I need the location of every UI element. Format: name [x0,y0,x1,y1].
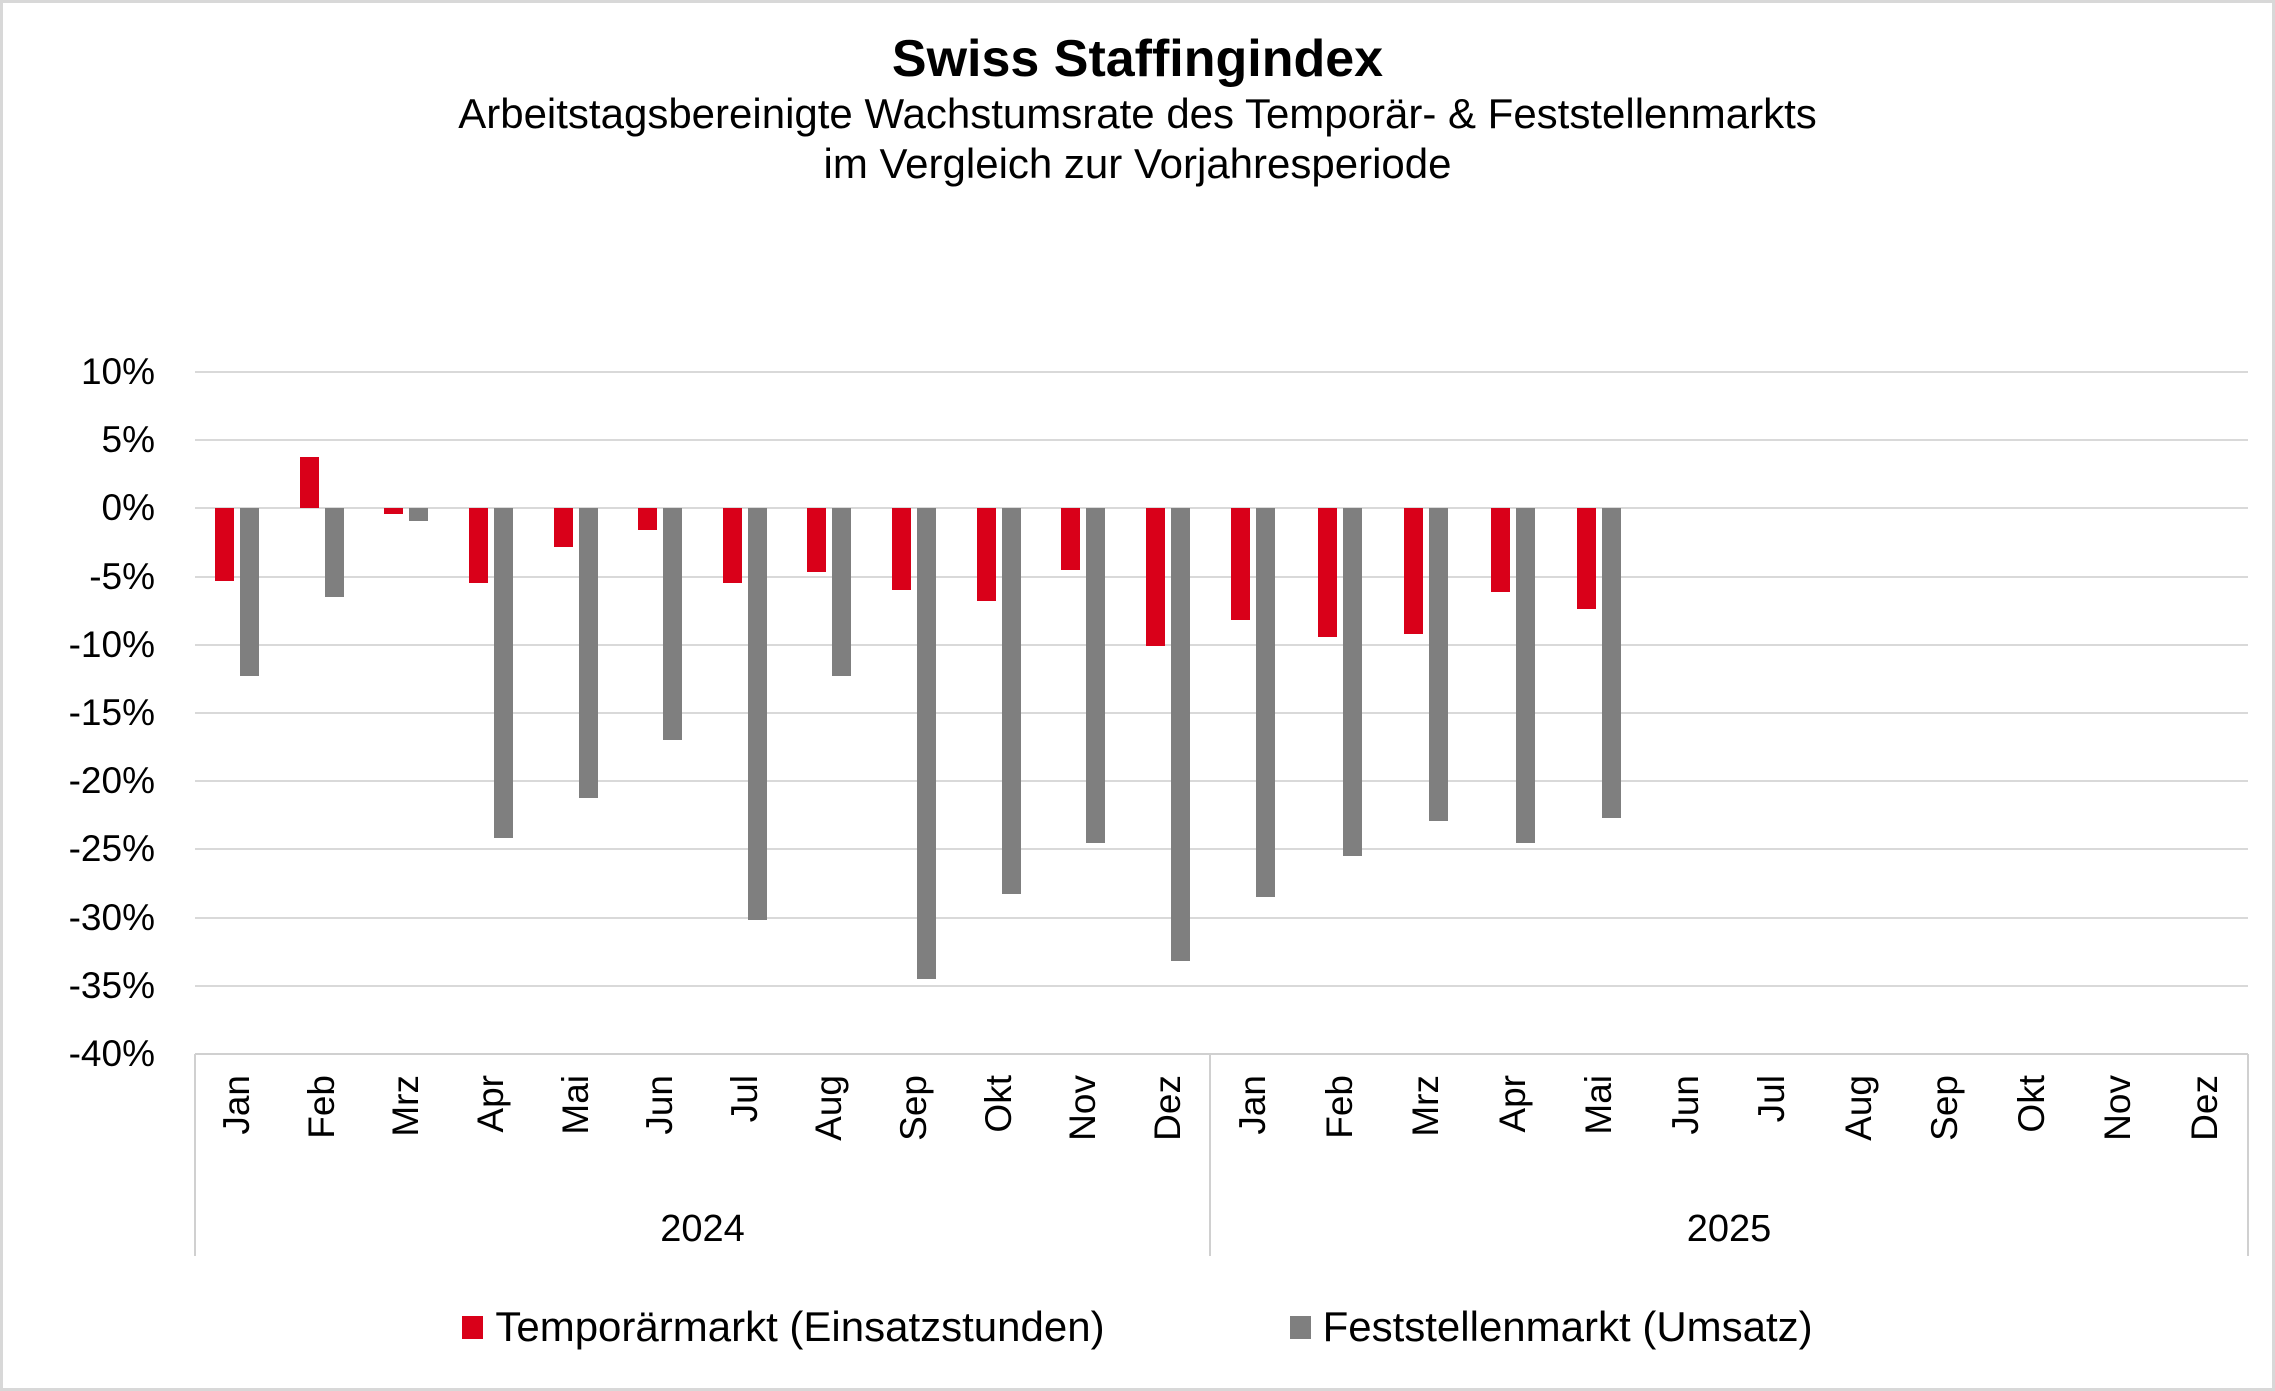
bar-temporaermarkt-2024-Aug [807,508,827,573]
bar-feststellenmarkt-2024-Mrz [409,508,429,521]
year-separator-2 [2247,1054,2249,1256]
bar-feststellenmarkt-2024-Mai [578,508,598,798]
bar-feststellenmarkt-2025-Feb [1342,508,1362,857]
legend-item-temporaermarkt: Temporärmarkt (Einsatzstunden) [462,1303,1105,1351]
gridline--20 [195,780,2248,783]
bar-temporaermarkt-2024-Dez [1145,508,1165,647]
gridline--35 [195,984,2248,987]
bar-feststellenmarkt-2024-Dez [1170,508,1190,962]
x-axis-label-2025-Mrz: Mrz [1405,1075,1447,1137]
y-axis-label--10: -10% [68,623,155,665]
bar-temporaermarkt-2024-Apr [469,508,489,584]
bar-feststellenmarkt-2025-Mai [1602,508,1622,819]
gridline--30 [195,916,2248,919]
bar-temporaermarkt-2024-Sep [891,508,911,591]
legend: Temporärmarkt (Einsatzstunden) Feststell… [3,1303,2272,1351]
year-separator-1 [1209,1054,1211,1256]
y-axis-label--5: -5% [89,555,155,597]
bar-temporaermarkt-2024-Feb [299,456,319,509]
legend-swatch-temporaermarkt [462,1315,484,1339]
gridline--15 [195,712,2248,714]
x-axis-label-2025-Dez: Dez [2183,1075,2225,1141]
x-axis-label-2025-Nov: Nov [2097,1075,2139,1141]
x-axis-label-2024-Okt: Okt [977,1075,1019,1133]
bar-feststellenmarkt-2024-Feb [324,508,344,598]
bar-feststellenmarkt-2024-Apr [494,508,514,839]
x-axis-label-2024-Sep: Sep [892,1075,934,1141]
y-axis-label--20: -20% [68,760,155,802]
x-axis-label-2025-Feb: Feb [1318,1075,1360,1139]
bar-temporaermarkt-2024-Mai [553,508,573,547]
bar-temporaermarkt-2025-Apr [1490,508,1510,592]
bar-temporaermarkt-2024-Jan [215,508,235,581]
bar-feststellenmarkt-2025-Mrz [1429,508,1449,821]
bar-feststellenmarkt-2024-Nov [1086,508,1106,843]
bar-feststellenmarkt-2025-Jan [1256,508,1276,898]
gridline--10 [195,643,2248,646]
y-axis-label--40: -40% [68,1033,155,1074]
gridline--5 [195,575,2248,578]
x-axis-label-2024-Aug: Aug [808,1075,850,1141]
y-axis-label-0: 0% [101,487,155,529]
x-axis-label-2025-Apr: Apr [1491,1075,1533,1133]
bar-feststellenmarkt-2024-Sep [916,508,936,979]
bar-feststellenmarkt-2024-Jan [240,508,260,677]
x-axis-label-2024-Mai: Mai [554,1075,596,1135]
bar-temporaermarkt-2024-Nov [1061,508,1081,570]
y-axis-label--15: -15% [68,692,155,733]
gridline-0 [195,507,2248,510]
bar-feststellenmarkt-2024-Okt [1001,508,1021,895]
bar-temporaermarkt-2024-Mrz [384,508,404,514]
bar-temporaermarkt-2025-Jan [1231,508,1251,621]
x-axis-line [195,1053,2248,1055]
x-axis-label-2025-Jun: Jun [1664,1075,1706,1135]
bar-temporaermarkt-2025-Mai [1577,508,1597,610]
gridline--25 [195,848,2248,851]
y-axis-label--30: -30% [68,896,155,938]
bar-temporaermarkt-2024-Jul [722,508,742,584]
bar-temporaermarkt-2024-Jun [638,508,658,531]
x-axis-label-2025-Aug: Aug [1837,1075,1879,1141]
chart-subtitle-line1: Arbeitstagsbereinigte Wachstumsrate des … [458,90,1817,137]
bar-feststellenmarkt-2025-Apr [1515,508,1535,843]
x-axis-label-2024-Jun: Jun [639,1075,681,1135]
chart-subtitle-line2: im Vergleich zur Vorjahresperiode [823,140,1452,187]
chart-title: Swiss Staffingindex [891,30,1384,88]
legend-swatch-feststellenmarkt [1289,1315,1311,1339]
x-axis-label-2024-Jul: Jul [723,1075,765,1123]
plot-area [195,371,2248,1055]
year-label-2025: 2025 [1686,1208,1772,1250]
x-axis-label-2024-Nov: Nov [1062,1075,1104,1141]
y-axis-label--35: -35% [68,964,155,1006]
x-axis-label-2025-Sep: Sep [1924,1075,1966,1141]
y-axis-label-10: 10% [80,351,155,392]
chart-header: Swiss Staffingindex Arbeitstagsbereinigt… [3,29,2272,189]
year-label-2024: 2024 [660,1208,745,1250]
x-axis-label-2024-Apr: Apr [470,1075,512,1133]
x-axis-label-2025-Jan: Jan [1232,1075,1274,1135]
bar-temporaermarkt-2025-Mrz [1404,508,1424,634]
x-axis-label-2024-Jan: Jan [216,1075,258,1135]
legend-item-feststellenmarkt: Feststellenmarkt (Umsatz) [1289,1303,1813,1351]
x-axis-label-2024-Dez: Dez [1146,1075,1188,1141]
x-axis-label-2024-Feb: Feb [300,1075,342,1139]
bar-temporaermarkt-2024-Okt [976,508,996,602]
gridline-5 [195,439,2248,442]
x-axis-label-2024-Mrz: Mrz [385,1075,427,1137]
x-axis-label-2025-Jul: Jul [1751,1075,1793,1123]
gridline-10 [195,371,2248,373]
x-axis-label-2025-Okt: Okt [2010,1075,2052,1133]
x-axis-label-2025-Mai: Mai [1578,1075,1620,1135]
legend-label-temporaermarkt: Temporärmarkt (Einsatzstunden) [495,1303,1105,1350]
bar-feststellenmarkt-2024-Jul [747,508,767,921]
bar-feststellenmarkt-2024-Aug [832,508,852,677]
y-axis-label-5: 5% [101,419,155,461]
y-axis-label--25: -25% [68,828,155,870]
legend-label-feststellenmarkt: Feststellenmarkt (Umsatz) [1322,1303,1813,1350]
year-separator-0 [194,1054,196,1256]
bar-temporaermarkt-2025-Feb [1317,508,1337,637]
bar-feststellenmarkt-2024-Jun [663,508,683,741]
